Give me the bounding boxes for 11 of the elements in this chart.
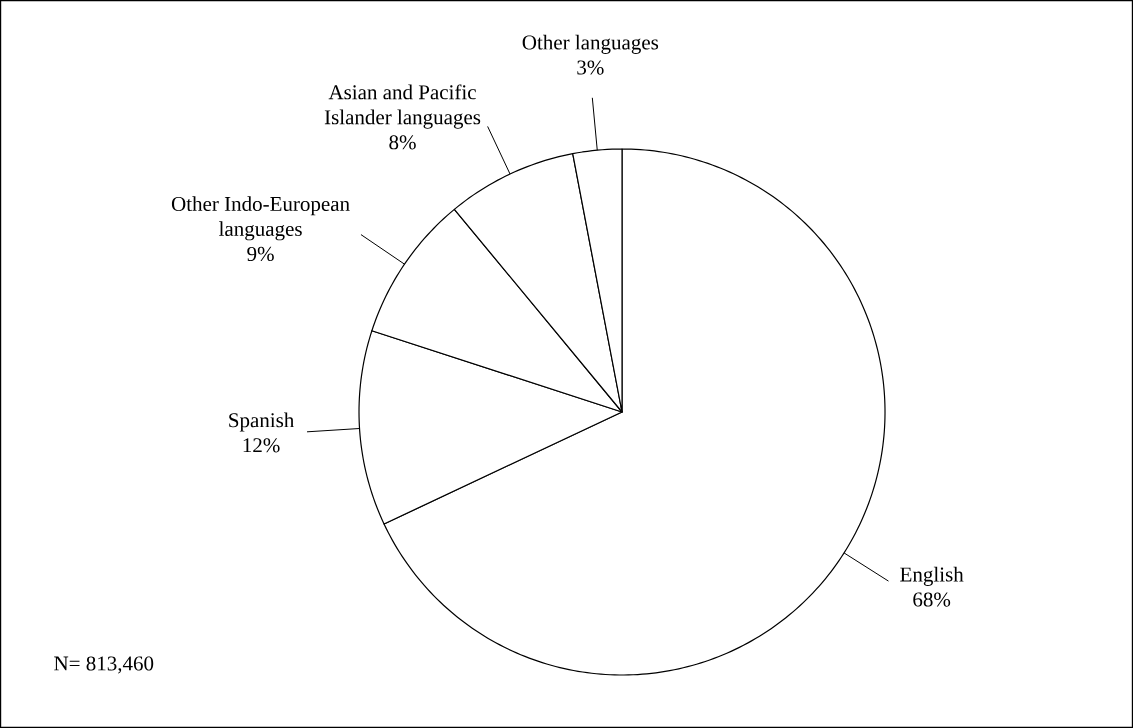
data-label: 9% — [247, 246, 274, 262]
data-label: 8% — [389, 135, 416, 150]
text: N= 813,460 — [54, 656, 154, 674]
slice-label: Other languages — [522, 34, 659, 54]
data-label: 68% — [913, 592, 951, 607]
slice-label: Other Indo-European languages — [171, 196, 350, 241]
data-label: 3% — [577, 60, 604, 75]
slice-label: Asian and Pacific Islander languages — [324, 84, 481, 129]
slice-label: Spanish — [229, 412, 295, 432]
slice-label: English — [900, 566, 964, 586]
data-label: 12% — [243, 438, 280, 453]
